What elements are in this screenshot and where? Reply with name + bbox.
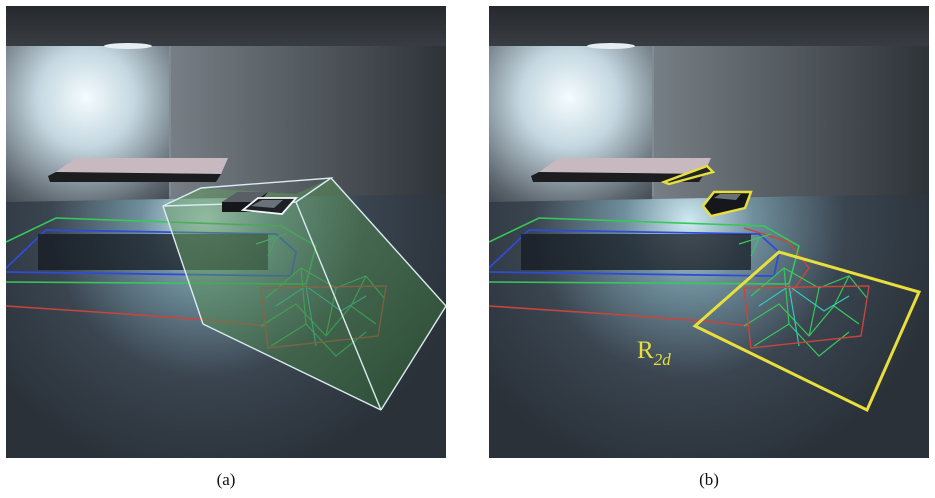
ceiling-lamp bbox=[104, 43, 152, 49]
table-edge bbox=[531, 172, 704, 182]
green-wireframe bbox=[738, 233, 868, 357]
caption-b: (b) bbox=[699, 470, 719, 489]
back-wall-right bbox=[652, 46, 929, 216]
dark-floor-pit bbox=[521, 234, 751, 270]
red-square bbox=[743, 285, 870, 349]
panel-b-render: R2d bbox=[489, 6, 929, 458]
red-outline bbox=[489, 305, 750, 327]
projection-frustum bbox=[162, 177, 446, 411]
table-top bbox=[539, 158, 711, 174]
table-top bbox=[56, 158, 228, 174]
r2d-label-main: R bbox=[637, 337, 654, 364]
yellow-small-box-top bbox=[714, 194, 741, 200]
r2d-label: R2d bbox=[637, 337, 671, 369]
table-edge bbox=[48, 172, 221, 182]
r2d-region-outline bbox=[692, 250, 922, 413]
ceiling-lamp bbox=[587, 43, 635, 49]
ceiling bbox=[489, 6, 929, 51]
ceiling bbox=[6, 6, 446, 51]
green-outline bbox=[489, 217, 800, 285]
caption-a: (a) bbox=[216, 470, 236, 489]
panel-a-render bbox=[6, 6, 446, 458]
white-box-top bbox=[251, 200, 283, 208]
back-wall-right bbox=[169, 46, 446, 216]
cyan-wireframe bbox=[758, 285, 850, 347]
r2d-label-subscript: 2d bbox=[654, 350, 672, 369]
yellow-table-corner-box bbox=[660, 164, 716, 186]
